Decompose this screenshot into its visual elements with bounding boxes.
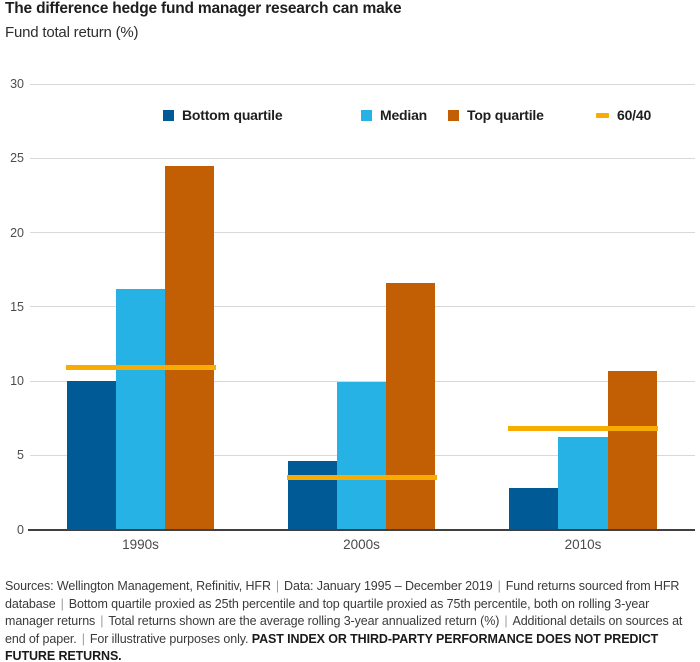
legend-item-median: Median (361, 106, 427, 124)
footnote-segment: Sources: Wellington Management, Refiniti… (5, 579, 271, 593)
footnote-separator: | (100, 614, 104, 628)
gridline (30, 157, 695, 159)
gridline (30, 83, 695, 85)
footnote-segment: For illustrative purposes only. (89, 631, 249, 646)
footnote-separator: | (81, 631, 85, 646)
y-tick-label: 15 (10, 299, 24, 314)
bar-bottom-quartile-1990s (66, 381, 116, 530)
legend-item-bottom-quartile: Bottom quartile (163, 106, 283, 124)
footnote-separator: | (275, 579, 280, 593)
bar-median-1990s (115, 288, 166, 530)
bar-top-quartile-2010s (607, 370, 657, 530)
x-axis-line (28, 528, 695, 531)
x-category-label: 2000s (343, 537, 380, 552)
legend-label: Top quartile (467, 107, 544, 123)
bottom-quartile-legend-swatch-icon (163, 109, 174, 121)
x-category-label: 2010s (564, 537, 602, 552)
footnote-separator: | (504, 614, 508, 628)
footnote-segment: Bottom quartile proxied as 25th percenti… (5, 596, 650, 629)
median-legend-swatch-icon (361, 109, 372, 121)
bar-top-quartile-2000s (386, 282, 436, 530)
60-40-legend-dash-icon (596, 112, 609, 118)
x-category-label: 1990s (122, 537, 159, 552)
top-quartile-legend-swatch-icon (448, 109, 459, 121)
y-tick-label: 20 (10, 225, 24, 240)
legend-item-top-quartile: Top quartile (448, 106, 544, 124)
footnote-segment: Additional details on sources at end of … (5, 614, 683, 646)
y-tick-label: 30 (10, 77, 24, 91)
y-tick-label: 10 (10, 374, 24, 388)
footnote-segment: Total returns shown are the average roll… (108, 614, 500, 628)
footnote-bold-note: PAST INDEX OR THIRD-PARTY PERFORMANCE DO… (5, 631, 659, 662)
legend-label: Bottom quartile (182, 107, 283, 123)
chart-subtitle: Fund total return (%) (5, 24, 139, 41)
bar-bottom-quartile-2010s (509, 487, 559, 530)
bar-median-2000s (336, 382, 387, 530)
gridline (30, 232, 695, 233)
gridline (30, 306, 695, 308)
legend-item-60-40: 60/40 (596, 106, 651, 124)
footnote-segment: Data: January 1995 – December 2019 (284, 579, 493, 593)
gridline (30, 380, 695, 382)
footnote-separator: | (60, 596, 64, 611)
y-tick-label: 5 (17, 448, 24, 463)
y-tick-label: 25 (10, 151, 24, 166)
bar-top-quartile-1990s (165, 165, 215, 530)
bar-median-2010s (558, 437, 608, 530)
y-tick-label: 0 (17, 522, 24, 537)
footnote: Sources: Wellington Management, Refiniti… (5, 578, 697, 662)
bar-bottom-quartile-2000s (287, 461, 337, 530)
legend-label: Median (380, 107, 428, 123)
footnote-separator: | (497, 579, 501, 593)
line-60-40-2010s (508, 426, 658, 432)
line-60-40-1990s (65, 365, 216, 371)
legend-label: 60/40 (617, 107, 652, 123)
footnote-segment: Fund returns sourced from HFR database (5, 579, 680, 611)
line-60-40-2000s (286, 475, 437, 481)
chart-title: The difference hedge fund manager resear… (5, 0, 402, 17)
